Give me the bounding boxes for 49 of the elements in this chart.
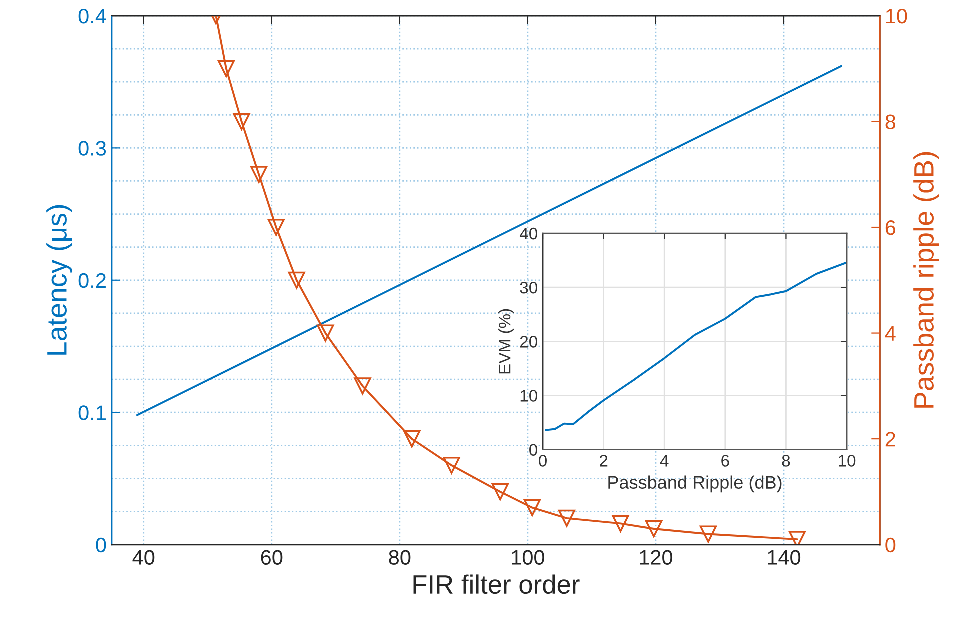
x-tick-label: 10 (839, 455, 856, 467)
point (268, 218, 285, 236)
y2-tick-label: 0 (886, 538, 896, 553)
x-tick-label: 8 (782, 455, 790, 467)
x-tick-label: 40 (132, 550, 155, 566)
point (354, 378, 372, 395)
point (612, 515, 630, 532)
y2-tick-label: 6 (886, 220, 896, 236)
x-tick-label: 60 (261, 550, 283, 566)
point (645, 520, 663, 538)
point (317, 324, 334, 342)
y2-tick-label: 4 (885, 326, 896, 341)
x-axis-title: Passband Ripple (dB) (608, 476, 782, 493)
x-tick-label: 100 (512, 550, 544, 566)
point (404, 430, 421, 448)
y-tick-label: 0.3 (78, 141, 106, 156)
x-tick-label: 4 (660, 455, 669, 467)
point (250, 166, 268, 184)
x-tick-label: 0 (539, 455, 547, 467)
point (700, 526, 717, 543)
point (558, 510, 576, 527)
point (524, 499, 541, 516)
x-tick-label: 2 (600, 455, 608, 467)
y-tick-label: 40 (520, 228, 538, 240)
y-tick-label: 10 (520, 390, 538, 402)
y-tick-label: 30 (520, 282, 538, 294)
y-axis-title: Latency (μs) (46, 205, 72, 355)
y-tick-label: 0 (530, 444, 538, 456)
y-axis-title: EVM (%) (498, 309, 514, 374)
y2-tick-label: 2 (886, 432, 896, 447)
y-tick-label: 0 (96, 538, 106, 553)
point (288, 272, 306, 289)
x-tick-label: 140 (768, 550, 801, 566)
point (443, 456, 460, 474)
y-tick-label: 0.2 (78, 273, 106, 288)
y2-tick-label: 10 (886, 8, 908, 24)
x-tick-label: 80 (389, 550, 411, 566)
y-tick-label: 0.1 (78, 406, 106, 420)
x-tick-label: 6 (722, 455, 730, 467)
line-series (545, 262, 848, 432)
x-axis-title: FIR filter order (414, 574, 580, 594)
point (218, 60, 235, 78)
y2-tick-label: 8 (886, 114, 896, 130)
y2-axis-title: Passband ripple (dB) (914, 152, 940, 408)
point (233, 113, 250, 130)
x-tick-label: 120 (640, 550, 673, 566)
y-tick-label: 20 (520, 336, 538, 348)
y-tick-label: 0.4 (78, 8, 106, 24)
point (492, 483, 509, 501)
